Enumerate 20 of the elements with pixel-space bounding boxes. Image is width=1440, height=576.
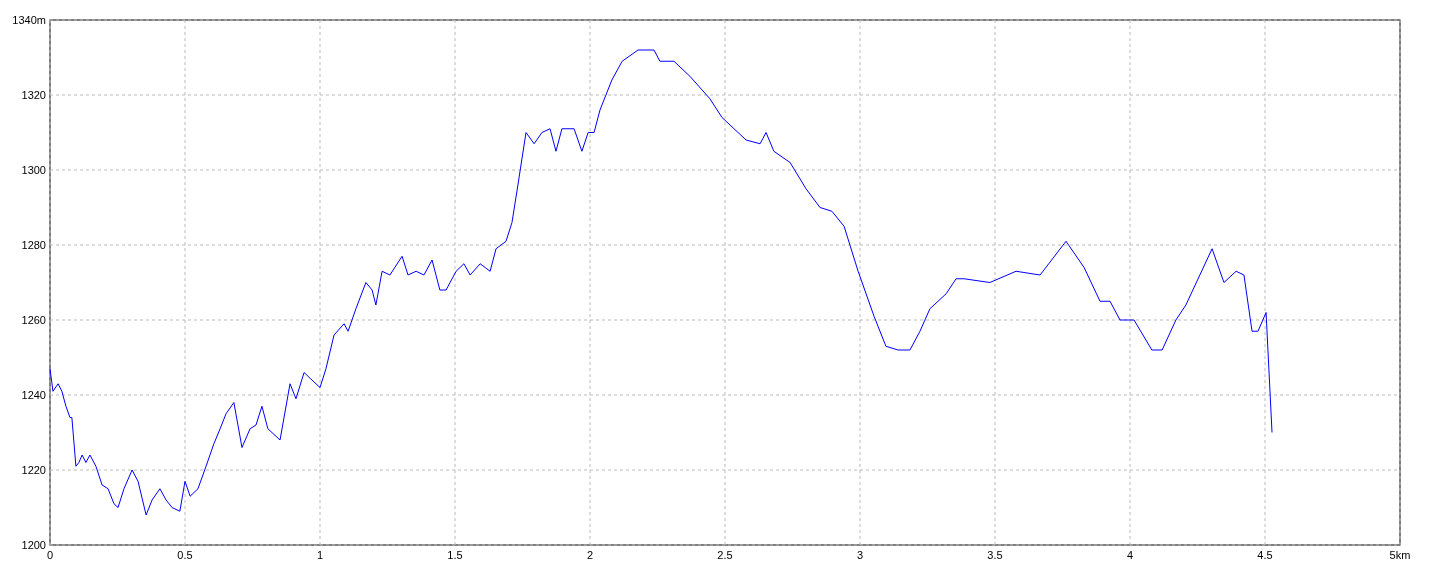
y-tick-label: 1260 — [21, 314, 46, 326]
y-tick-label: 1340m — [12, 14, 46, 26]
x-tick-label: 1.5 — [447, 549, 463, 561]
y-tick-label: 1300 — [21, 164, 46, 176]
x-tick-label: 4.5 — [1257, 549, 1273, 561]
y-tick-label: 1200 — [21, 539, 46, 551]
x-tick-label: 1 — [316, 549, 324, 561]
y-tick-label: 1240 — [21, 389, 46, 401]
x-tick-label: 4 — [1126, 549, 1134, 561]
y-tick-label: 1280 — [21, 239, 46, 251]
x-tick-label: 2 — [586, 549, 594, 561]
y-tick-label: 1220 — [21, 464, 46, 476]
x-tick-label: 2.5 — [717, 549, 733, 561]
x-tick-label: 0 — [46, 549, 54, 561]
x-tick-label: 5km — [1389, 549, 1411, 561]
y-tick-label: 1320 — [21, 89, 46, 101]
x-tick-label: 3.5 — [987, 549, 1003, 561]
line-series — [49, 49, 1273, 516]
x-tick-label: 0.5 — [177, 549, 193, 561]
x-tick-label: 3 — [856, 549, 864, 561]
